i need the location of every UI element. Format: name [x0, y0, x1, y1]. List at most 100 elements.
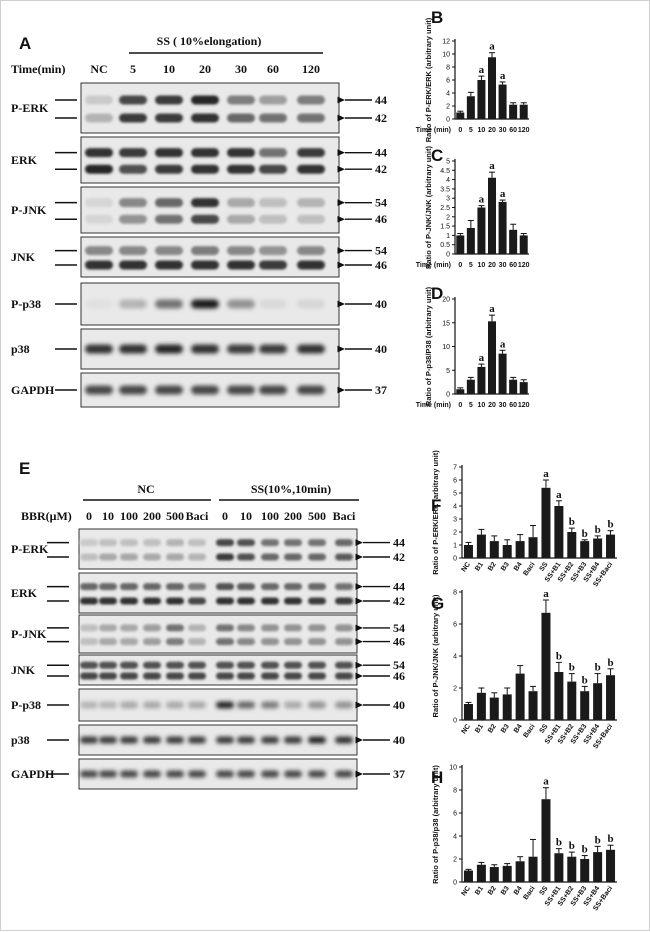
bar: [567, 532, 577, 558]
blot-band: [237, 583, 255, 591]
blot-band: [119, 214, 147, 224]
bar: [456, 235, 465, 254]
x-tick-label: Baci: [522, 723, 536, 739]
significance-label: a: [500, 70, 506, 82]
molecular-weight-label: 42: [375, 111, 387, 125]
molecular-weight-label: 40: [375, 297, 387, 311]
blot-band: [80, 597, 98, 605]
blot-band: [227, 198, 255, 208]
blot-band: [155, 164, 183, 174]
bar: [519, 235, 528, 254]
y-tick-label: 7: [453, 465, 457, 472]
blot-band: [308, 661, 326, 669]
y-tick-label: 2: [453, 686, 457, 693]
blot-band: [166, 736, 184, 744]
blot-band: [335, 539, 353, 547]
significance-label: b: [569, 516, 575, 528]
x-tick-label: NC: [461, 885, 473, 897]
lane-label: 100: [120, 509, 138, 523]
blot-band: [227, 385, 255, 395]
blot-row-label: p38: [11, 342, 30, 356]
molecular-weight-label: 44: [393, 580, 405, 594]
blot-band: [216, 672, 234, 680]
x-tick-label: 30: [499, 402, 507, 409]
x-tick-label: 60: [509, 262, 517, 269]
x-tick-label: NC: [461, 561, 473, 573]
blot-band: [99, 539, 117, 547]
x-tick-label: B3: [500, 561, 511, 572]
blot-band: [261, 553, 279, 561]
blot-band: [259, 246, 287, 256]
blot-strip: [80, 236, 340, 278]
blot-band: [155, 385, 183, 395]
significance-label: a: [489, 303, 495, 315]
chart-panel-label: G: [431, 594, 444, 613]
bar: [498, 84, 507, 119]
y-tick-label: 6: [453, 478, 457, 485]
blot-row: P-p38 40: [11, 282, 387, 326]
bar: [463, 704, 473, 720]
blot-band: [188, 597, 206, 605]
blot-band: [297, 113, 325, 123]
blot-strip: [78, 614, 358, 654]
x-tick-label: 120: [518, 402, 530, 409]
chart-panel-label: F: [431, 496, 441, 515]
blot-band: [155, 198, 183, 208]
bar: [488, 57, 496, 119]
blot-strip: [80, 82, 340, 134]
bar: [466, 379, 475, 394]
blot-band: [120, 672, 138, 680]
y-tick-label: 0: [446, 252, 450, 259]
significance-label: b: [569, 662, 575, 674]
bar: [580, 859, 590, 882]
molecular-weight-label: 46: [375, 258, 387, 272]
bar: [541, 612, 551, 720]
y-tick-label: 0: [446, 117, 450, 124]
blot-band: [227, 246, 255, 256]
y-axis-label: Ratio of P-JNK/JNK (arbitrary unit): [431, 594, 440, 717]
blot-strip: [80, 186, 340, 234]
blot-row: P-p38 40: [11, 688, 405, 722]
bar: [515, 541, 525, 558]
blot-band: [216, 539, 234, 547]
blot-band: [216, 701, 234, 709]
blot-band: [259, 113, 287, 123]
blot-band: [143, 736, 161, 744]
blot-band: [308, 736, 326, 744]
blot-band: [297, 260, 325, 270]
blot-band: [191, 113, 219, 123]
blot-band: [99, 736, 117, 744]
chart-b: B 0 2 4 6 8 10 12 Ratio of P-ERK/ERK (arbitrary …: [416, 8, 530, 142]
blot-band: [120, 553, 138, 561]
significance-label: b: [556, 650, 562, 662]
lane-label: 120: [302, 62, 320, 76]
blot-band: [80, 624, 98, 632]
y-tick-label: 0: [446, 392, 450, 399]
blot-band: [335, 672, 353, 680]
treatment-header-a: SS ( 10%elongation): [157, 34, 262, 48]
blot-band: [237, 539, 255, 547]
x-tick-label: 30: [499, 127, 507, 134]
blot-band: [188, 770, 206, 778]
y-axis-label: Ratio of P-p38/P38 (arbitrary unit): [424, 286, 433, 406]
blot-band: [143, 638, 161, 646]
blot-band: [216, 661, 234, 669]
x-tick-label: Baci: [522, 885, 536, 901]
significance-label: b: [595, 662, 601, 674]
blot-band: [80, 539, 98, 547]
lane-label: 5: [130, 62, 136, 76]
blot-band: [119, 344, 147, 354]
lane-label: 10: [240, 509, 252, 523]
y-tick-label: 2: [446, 214, 450, 221]
blot-band: [85, 260, 113, 270]
blot-row: GAPDH 37: [11, 758, 405, 790]
blot-band: [191, 164, 219, 174]
blot-band: [261, 539, 279, 547]
x-tick-label: 30: [499, 262, 507, 269]
blot-band: [216, 553, 234, 561]
y-axis-label: Ratio of P-p38/p38 (arbitrary unit): [431, 765, 440, 884]
y-tick-label: 1.5: [440, 224, 450, 231]
lane-label: 10: [102, 509, 114, 523]
blot-band: [191, 95, 219, 105]
